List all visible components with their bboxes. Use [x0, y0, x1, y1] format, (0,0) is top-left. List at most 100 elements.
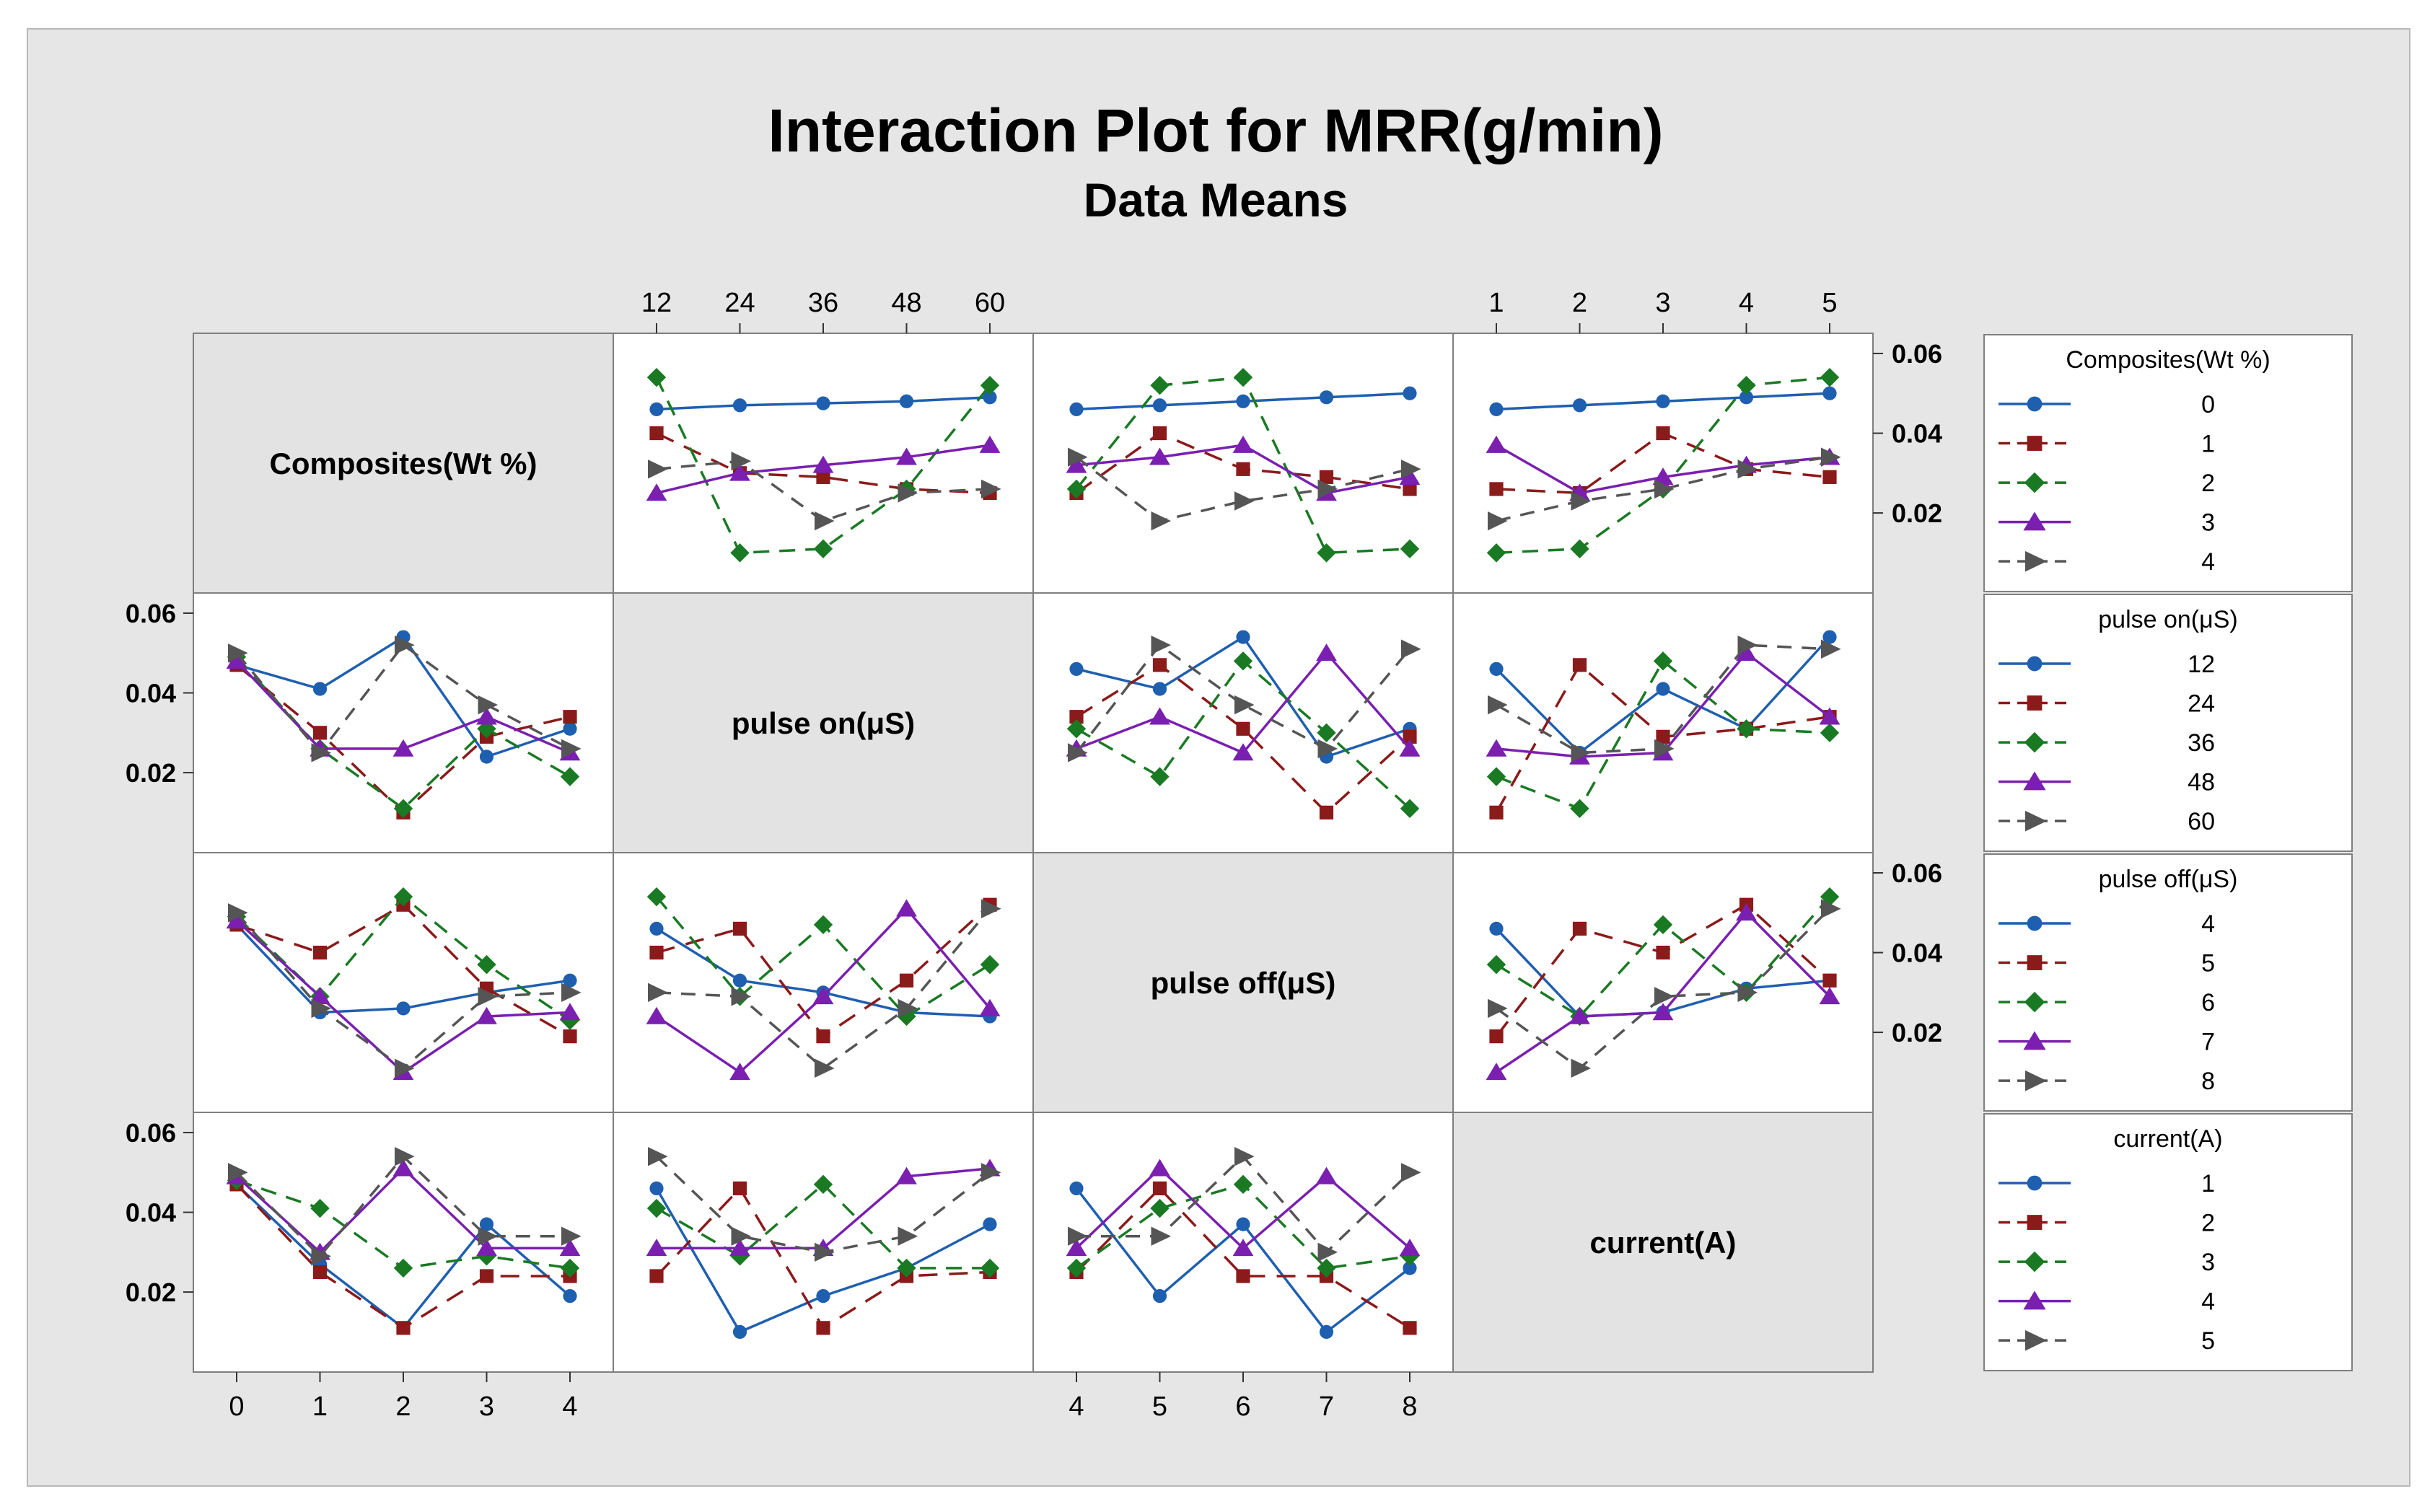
legend-entry: 36: [2188, 729, 2215, 757]
data-point: [1233, 651, 1253, 671]
series-line: [1076, 663, 1411, 814]
data-point: [1319, 805, 1334, 819]
data-point: [1234, 695, 1255, 715]
data-point: [732, 921, 747, 936]
factor-label: pulse off(μS): [1151, 966, 1336, 1000]
data-point: [393, 1258, 413, 1278]
data-point: [561, 983, 582, 1003]
data-point: [1820, 367, 1840, 387]
data-point: [559, 1003, 581, 1021]
data-point: [310, 1198, 330, 1218]
data-point: [816, 470, 830, 484]
legend-marker: [2024, 731, 2045, 753]
data-point: [1737, 636, 1758, 655]
data-point: [1486, 1063, 1507, 1081]
data-point: [1654, 987, 1675, 1006]
data-point: [813, 915, 833, 935]
data-point: [560, 1258, 580, 1278]
data-point: [1317, 1258, 1336, 1278]
data-point: [1819, 987, 1840, 1005]
legend-marker: [2024, 991, 2045, 1013]
data-point: [479, 1269, 494, 1283]
data-point: [1656, 729, 1670, 744]
data-point: [816, 1289, 830, 1304]
diagonal-panel: [1452, 1112, 1874, 1373]
data-point: [1236, 721, 1250, 736]
data-point: [1486, 739, 1507, 757]
data-point: [1319, 470, 1334, 484]
data-point: [1232, 1239, 1254, 1257]
legend-title: pulse on(μS): [2098, 606, 2237, 633]
data-point: [1149, 1159, 1170, 1177]
data-point: [1819, 707, 1840, 725]
data-point: [896, 1166, 917, 1184]
y-tick-label: 0.06: [1892, 339, 1942, 369]
data-point: [1151, 511, 1172, 531]
data-point: [1489, 1029, 1504, 1044]
data-point: [312, 682, 328, 696]
data-point: [898, 1226, 918, 1246]
data-point: [731, 1226, 752, 1246]
data-point: [228, 1163, 248, 1182]
data-point: [563, 710, 577, 724]
x-tick-label: 0: [229, 1392, 244, 1422]
data-point: [479, 1217, 494, 1231]
data-point: [1234, 1146, 1255, 1166]
data-point: [478, 987, 499, 1006]
data-point: [1488, 998, 1508, 1019]
x-tick-label: 5: [1152, 1392, 1167, 1422]
data-point: [1152, 658, 1167, 672]
y-tick-label: 0.04: [126, 679, 176, 708]
x-tick-label: 36: [808, 288, 838, 318]
y-tick-label: 0.02: [126, 1278, 176, 1307]
data-point: [731, 452, 752, 471]
y-tick-label: 0.04: [126, 1198, 176, 1228]
factor-label: pulse on(μS): [732, 706, 915, 740]
data-point: [1570, 539, 1589, 559]
data-point: [1570, 799, 1589, 819]
legend-box: [1983, 853, 2353, 1112]
data-point: [1233, 1174, 1253, 1195]
x-tick-label: 4: [1739, 288, 1754, 318]
data-point: [1572, 398, 1587, 413]
series-line: [656, 907, 991, 1071]
data-point: [813, 539, 833, 559]
data-point: [561, 1226, 582, 1246]
data-point: [981, 1163, 1001, 1182]
data-point: [563, 1029, 577, 1044]
data-point: [1571, 1058, 1592, 1078]
data-point: [649, 1269, 664, 1283]
data-point: [646, 1198, 667, 1218]
data-point: [1316, 1166, 1337, 1184]
data-point: [1489, 482, 1504, 496]
data-point: [729, 463, 750, 481]
data-point: [311, 1247, 332, 1266]
data-point: [1489, 921, 1504, 936]
x-tick-label: 5: [1822, 288, 1837, 318]
data-point: [1486, 954, 1506, 975]
legend-title: current(A): [2113, 1125, 2222, 1153]
y-tick-label: 0.06: [126, 599, 176, 628]
data-point: [1821, 639, 1841, 659]
data-point: [1317, 739, 1338, 759]
data-point: [816, 396, 830, 410]
data-point: [1319, 1324, 1334, 1339]
data-point: [983, 390, 997, 405]
x-tick-label: 8: [1402, 1392, 1417, 1422]
data-point: [649, 921, 664, 936]
data-point: [1068, 743, 1088, 762]
data-point: [732, 973, 747, 988]
x-tick-label: 7: [1319, 1392, 1334, 1422]
data-point: [1068, 447, 1088, 467]
series-line: [656, 431, 991, 495]
panel-grid: Composites(Wt %) pulse on(μS) pulse off(μS…: [126, 288, 1942, 1422]
data-point: [898, 483, 918, 503]
legend-entry: 8: [2201, 1068, 2215, 1095]
data-point: [980, 954, 1000, 975]
y-tick-label: 0.04: [1892, 419, 1942, 449]
series-line: [1075, 1186, 1410, 1329]
legend-entry: 5: [2201, 950, 2215, 977]
x-tick-label: 24: [724, 288, 755, 318]
data-point: [478, 695, 499, 715]
